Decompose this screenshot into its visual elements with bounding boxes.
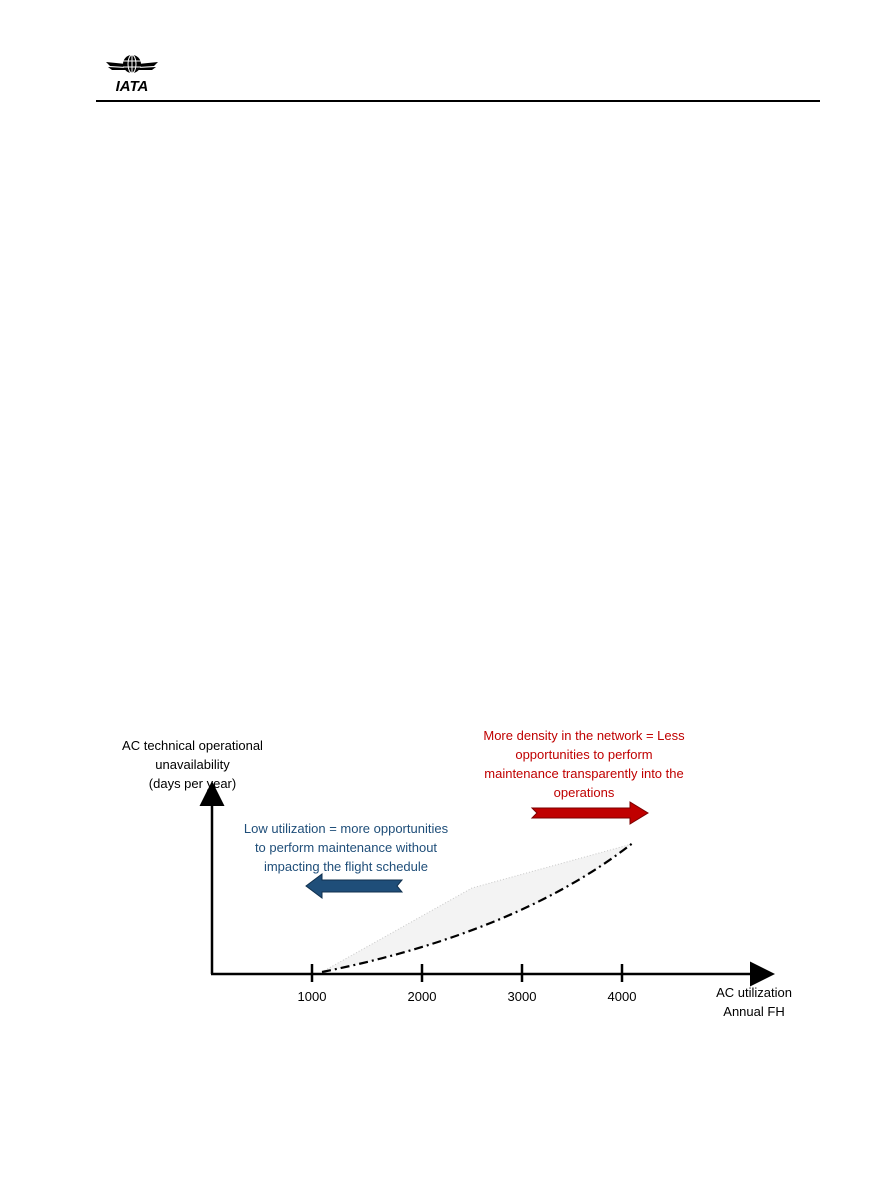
- page-header: IATA: [96, 48, 820, 104]
- x-tick-label: 1000: [298, 989, 327, 1004]
- logo-text: IATA: [116, 78, 149, 94]
- note-line: operations: [553, 785, 615, 800]
- note-line: to perform maintenance without: [254, 840, 438, 855]
- x-tick-label: 2000: [408, 989, 437, 1004]
- iata-logo: IATA: [106, 54, 158, 94]
- note-line: impacting the flight schedule: [263, 859, 429, 874]
- utilization-chart: 1000 2000 3000 4000: [199, 781, 775, 1004]
- high-utilization-note: More density in the network = Less oppor…: [456, 726, 712, 802]
- note-line: Low utilization = more opportunities: [243, 821, 449, 836]
- shaded-band: [322, 844, 632, 972]
- header-divider: [96, 100, 820, 102]
- x-axis-title-line: AC utilization: [716, 985, 792, 1000]
- blue-arrow-left: [305, 873, 404, 899]
- x-axis-title: AC utilization Annual FH: [698, 983, 810, 1021]
- utilization-figure: 1000 2000 3000 4000 AC technical operati…: [100, 720, 820, 1040]
- low-utilization-note: Low utilization = more opportunities to …: [226, 819, 466, 876]
- x-axis-title-line: Annual FH: [723, 1004, 785, 1019]
- red-arrow-right: [530, 801, 649, 825]
- y-axis-title-line: AC technical operational: [122, 738, 263, 753]
- y-axis-title-line: unavailability: [155, 757, 230, 772]
- x-tick-label: 4000: [608, 989, 637, 1004]
- unavailability-curve: [321, 841, 635, 974]
- x-tick-label: 3000: [508, 989, 537, 1004]
- upper-boundary-line: [321, 843, 633, 973]
- note-line: maintenance transparently into the: [484, 766, 684, 781]
- y-axis-title-line: (days per year): [148, 776, 237, 791]
- y-axis-title: AC technical operational unavailability …: [100, 736, 285, 793]
- note-line: More density in the network = Less: [483, 728, 685, 743]
- note-line: opportunities to perform: [515, 747, 653, 762]
